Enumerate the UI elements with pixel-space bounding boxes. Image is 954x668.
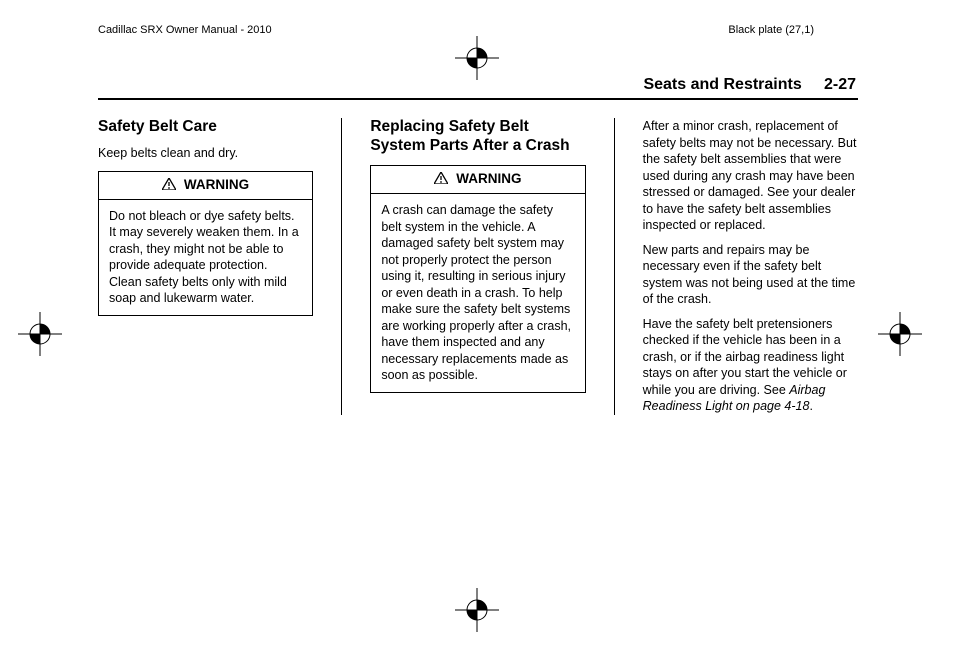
col1-warning-body: Do not bleach or dye safety belts. It ma… [99, 200, 312, 315]
column-2: Replacing Safety Belt System Parts After… [370, 118, 585, 415]
column-3: After a minor crash, replacement of safe… [643, 118, 858, 415]
header-rule [98, 98, 858, 100]
registration-mark-bottom-icon [455, 588, 499, 632]
warning-triangle-icon [162, 177, 176, 195]
registration-mark-right-icon [878, 312, 922, 356]
manual-title: Cadillac SRX Owner Manual - 2010 [98, 24, 272, 36]
col3-p2: New parts and repairs may be necessary e… [643, 242, 858, 308]
registration-mark-left-icon [18, 312, 62, 356]
col2-warning-box: WARNING A crash can damage the safety be… [370, 165, 585, 392]
col1-warning-label: WARNING [184, 177, 249, 192]
col2-warning-title: WARNING [371, 166, 584, 194]
page-section-header: Seats and Restraints 2-27 [643, 76, 856, 94]
col2-warning-label: WARNING [456, 171, 521, 186]
column-divider-1 [341, 118, 342, 415]
page-content: Safety Belt Care Keep belts clean and dr… [98, 118, 858, 415]
col1-warning-title: WARNING [99, 172, 312, 200]
warning-triangle-icon [434, 171, 448, 189]
col3-p1: After a minor crash, replacement of safe… [643, 118, 858, 234]
registration-mark-top-icon [455, 36, 499, 80]
col3-p3: Have the safety belt pretensioners check… [643, 316, 858, 415]
page-number: 2-27 [824, 76, 856, 93]
column-divider-2 [614, 118, 615, 415]
col2-warning-body: A crash can damage the safety belt syste… [371, 194, 584, 392]
col1-heading: Safety Belt Care [98, 118, 313, 137]
col1-warning-box: WARNING Do not bleach or dye safety belt… [98, 171, 313, 316]
col3-p3-tail: . [809, 399, 812, 413]
col2-heading: Replacing Safety Belt System Parts After… [370, 118, 585, 155]
plate-label: Black plate (27,1) [728, 24, 814, 36]
section-name: Seats and Restraints [643, 76, 801, 93]
col1-intro: Keep belts clean and dry. [98, 145, 313, 162]
column-1: Safety Belt Care Keep belts clean and dr… [98, 118, 313, 415]
